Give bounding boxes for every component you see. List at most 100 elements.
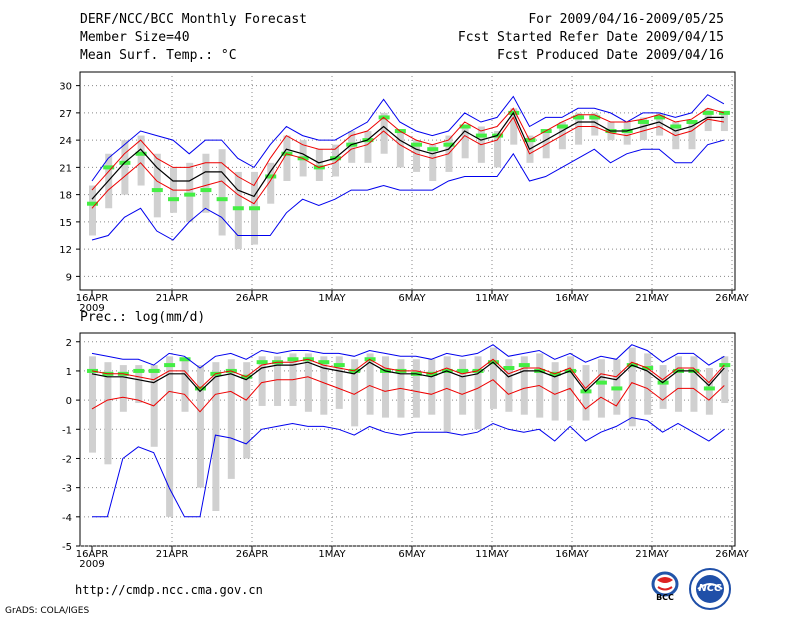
prec-box <box>351 359 359 427</box>
prec-box <box>382 356 390 418</box>
temp-median-mark <box>249 206 261 211</box>
prec-ytick-label: 1 <box>66 367 72 378</box>
started-refer-date: Fcst Started Refer Date 2009/04/15 <box>457 30 724 45</box>
temp-median-mark <box>151 188 163 193</box>
prec-xtick-label: 11MAY <box>475 549 509 560</box>
prec-box <box>690 356 698 412</box>
prec-box <box>628 347 636 427</box>
prec-min-line <box>92 417 725 518</box>
prec-box <box>304 353 312 412</box>
prec-box <box>320 356 328 415</box>
prec-median-mark <box>457 368 469 373</box>
chart-title: DERF/NCC/BCC Monthly Forecast <box>80 12 307 27</box>
temp-box <box>461 126 469 159</box>
temp-median-mark <box>556 124 568 129</box>
prec-box <box>89 356 96 453</box>
temp-median-mark <box>411 142 423 147</box>
prec-box <box>597 359 605 418</box>
temp-box <box>218 149 226 236</box>
prec-box <box>196 365 204 488</box>
temp-xtick-label: 21APR <box>156 293 189 304</box>
prec-median-mark <box>719 363 731 368</box>
temp-box <box>429 144 437 181</box>
prec-median-mark <box>164 363 176 368</box>
ncc-logo-text: NCC <box>698 583 722 594</box>
temp-max-line <box>91 94 725 182</box>
member-size: Member Size=40 <box>80 30 190 45</box>
temp-box <box>575 112 583 145</box>
prec-ytick-label: -5 <box>62 542 72 553</box>
prec-median-mark <box>333 363 345 368</box>
temp-box <box>89 185 96 236</box>
prec-xtick-label: 16MAY <box>555 549 589 560</box>
prec-ytick-label: -4 <box>62 513 72 524</box>
prec-box <box>459 359 467 415</box>
temp-box <box>656 112 664 136</box>
temp-xtick-label: 11MAY <box>475 293 509 304</box>
prec-box <box>489 347 497 409</box>
temp-box <box>494 131 502 168</box>
temp-median-mark <box>427 147 439 152</box>
temp-box <box>315 149 323 181</box>
temp-median-mark <box>459 124 471 129</box>
temp-ytick-label: 12 <box>59 245 72 256</box>
temp-box <box>380 112 388 154</box>
temp-lower-spread-line <box>91 116 724 209</box>
temp-median-mark <box>475 133 487 138</box>
prec-box <box>675 356 683 412</box>
temp-median-mark <box>135 151 147 156</box>
temp-box <box>137 135 145 186</box>
prec-xtick-label: 26APR <box>236 549 269 560</box>
temp-median-mark <box>443 142 455 147</box>
prec-box <box>119 365 127 412</box>
temp-box <box>202 153 210 213</box>
forecast-period: For 2009/04/16-2009/05/25 <box>528 12 724 27</box>
prec-box <box>644 353 652 415</box>
temp-ytick-label: 24 <box>59 136 72 147</box>
temp-upper-spread-line <box>91 107 725 191</box>
temp-median-mark <box>637 119 649 124</box>
temp-xtick-label: 26APR <box>236 293 269 304</box>
temp-box <box>510 108 518 145</box>
temp-box <box>364 131 372 163</box>
temp-median-mark <box>265 174 277 179</box>
temp-median-mark <box>103 165 115 170</box>
prec-box <box>366 353 374 415</box>
prec-median-mark <box>287 357 299 362</box>
prec-xtick-label: 16APR <box>76 549 109 560</box>
bcc-logo-text: BCC <box>656 593 674 602</box>
prec-xtick-label: 21APR <box>156 549 189 560</box>
temp-xtick-label: 16APR <box>76 293 109 304</box>
temp-box <box>267 162 275 204</box>
prec-median-mark <box>148 368 160 373</box>
prec-box <box>104 362 112 465</box>
precip-label: Prec.: log(mm/d) <box>80 310 206 325</box>
temp-xtick-label: 26MAY <box>715 293 749 304</box>
temp-box <box>639 117 647 141</box>
website-url[interactable]: http://cmdp.ncc.cma.gov.cn <box>75 583 263 597</box>
temp-median-mark <box>573 115 585 120</box>
temp-box <box>283 135 291 181</box>
temp-box <box>623 121 631 145</box>
prec-median-mark <box>518 363 530 368</box>
temp-ytick-label: 9 <box>66 272 72 283</box>
prec-box <box>243 362 251 459</box>
grads-credit: GrADS: COLA/IGES <box>5 606 90 616</box>
prec-box <box>335 356 343 409</box>
prec-plot-frame <box>79 332 736 547</box>
prec-median-mark <box>503 366 515 371</box>
prec-xtick-label: 6MAY <box>398 549 426 560</box>
bcc-logo: BCC <box>644 570 686 606</box>
prec-box <box>428 359 436 415</box>
prec-upper-spread-line <box>91 358 725 390</box>
temp-median-mark <box>232 206 244 211</box>
temp-plot-frame <box>79 71 736 291</box>
prec-median-mark <box>318 360 330 365</box>
temp-median-mark <box>87 201 98 206</box>
temp-median-mark <box>654 115 666 120</box>
prec-max-line <box>91 344 725 369</box>
prec-box <box>505 359 513 412</box>
prec-box <box>412 359 420 418</box>
prec-median-mark <box>611 386 623 391</box>
